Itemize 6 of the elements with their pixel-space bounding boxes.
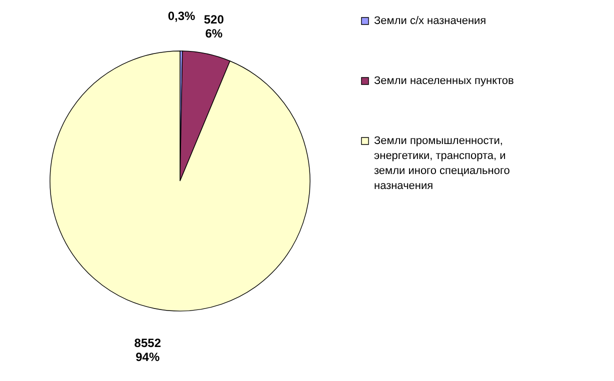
data-label: 8552 94% bbox=[134, 336, 162, 364]
legend-label: Земли с/х назначения bbox=[374, 15, 486, 27]
legend-label: Земли населенных пунктов bbox=[374, 75, 514, 87]
legend-label: Земли промышленности, энергетики, транспорта, и земли иного специального назначения bbox=[374, 135, 510, 192]
data-label: 0,3% bbox=[168, 9, 196, 24]
data-label: 520 6% bbox=[204, 12, 224, 41]
